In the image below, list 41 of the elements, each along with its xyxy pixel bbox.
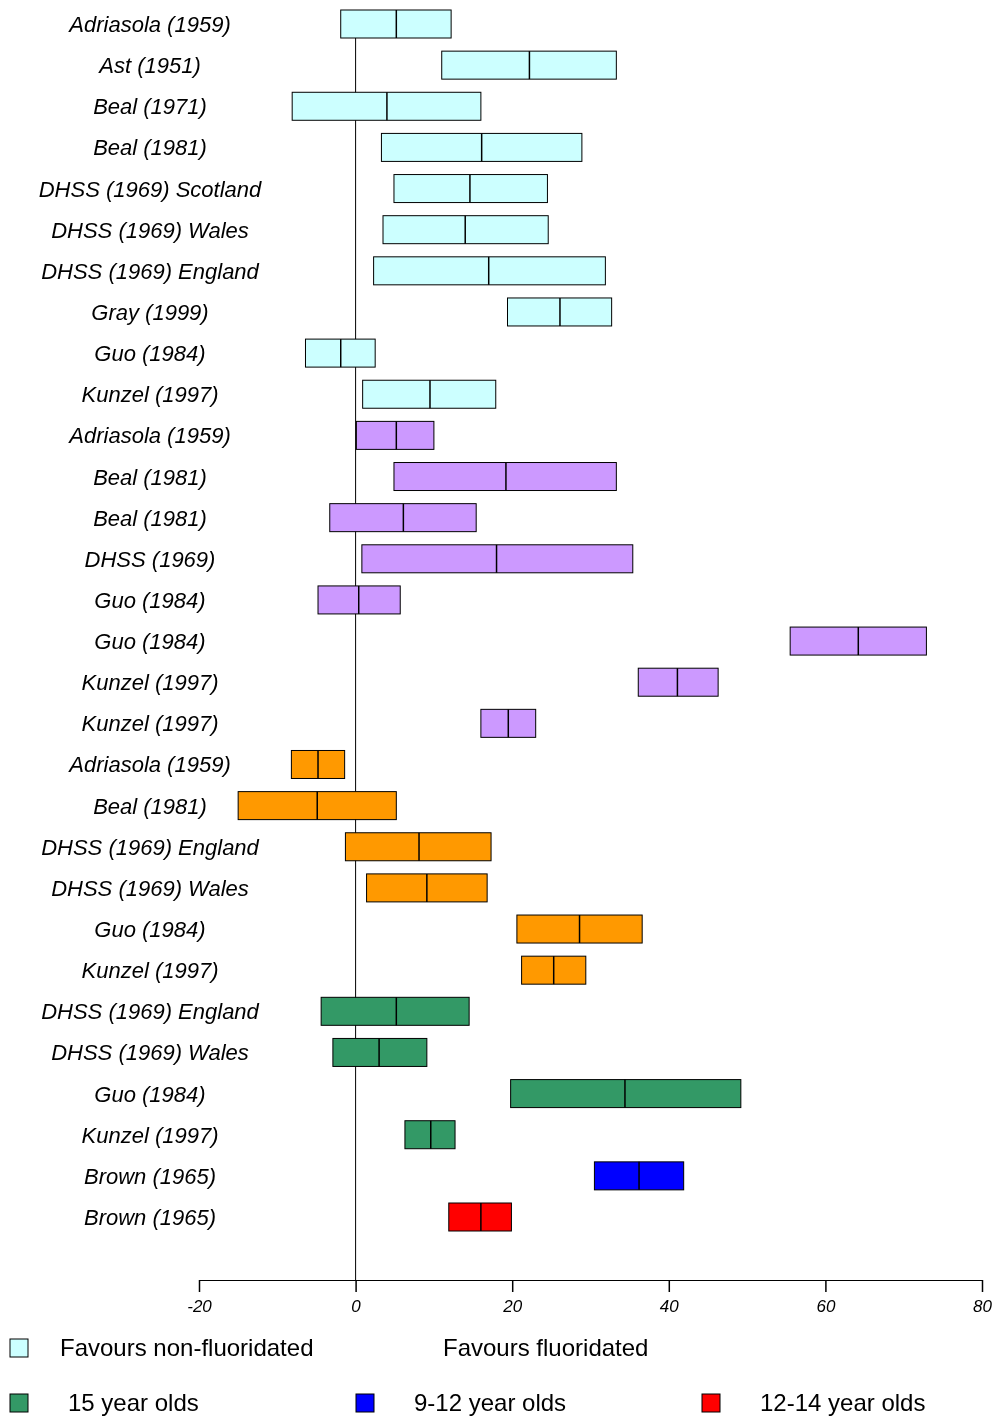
x-tick-label: -20 [187, 1297, 213, 1317]
y-tick-label: Kunzel (1997) [81, 958, 219, 984]
y-tick-label: DHSS (1969) Scotland [38, 176, 263, 202]
y-tick-label: Kunzel (1997) [81, 1122, 219, 1148]
text: Favours fluoridated [443, 1334, 649, 1361]
y-tick-label: Beal (1981) [93, 793, 207, 819]
legend-label: 12-14 year olds [760, 1389, 926, 1416]
y-tick-label: Gray (1999) [91, 299, 209, 325]
y-tick-label: Guo (1984) [94, 587, 206, 613]
x-tick-label: 40 [659, 1297, 680, 1317]
y-tick-label: Guo (1984) [94, 917, 206, 943]
y-tick-label: Beal (1971) [93, 94, 207, 120]
y-tick-label: Adriasola (1959) [67, 752, 231, 778]
legend-label: Favours non-fluoridated [60, 1334, 314, 1361]
x-tick-label: 0 [351, 1297, 362, 1317]
y-tick-label: DHSS (1969) Wales [51, 1040, 249, 1066]
y-tick-label: Guo (1984) [94, 341, 206, 367]
y-tick-label: DHSS (1969) England [41, 834, 260, 860]
y-tick-label: DHSS (1969) Wales [51, 217, 249, 243]
y-tick-label: Kunzel (1997) [81, 670, 219, 696]
y-tick-label: Guo (1984) [94, 629, 206, 655]
legend-label: 9-12 year olds [414, 1389, 567, 1416]
legend-label: 15 year olds [68, 1389, 199, 1416]
x-tick-label: 60 [816, 1297, 836, 1317]
y-tick-label: Brown (1965) [83, 1163, 217, 1189]
y-tick-label: DHSS (1969) England [41, 999, 260, 1025]
y-tick-label: Brown (1965) [83, 1205, 217, 1230]
y-tick-label: Kunzel (1997) [81, 711, 219, 737]
y-tick-label: DHSS (1969) England [41, 258, 260, 284]
y-tick-label: DHSS (1969) [84, 546, 216, 572]
y-tick-label: Kunzel (1997) [81, 382, 219, 408]
x-tick-label: 80 [973, 1297, 993, 1317]
y-tick-label: Beal (1981) [93, 505, 207, 531]
y-tick-label: Guo (1984) [94, 1081, 206, 1107]
y-tick-label: Adriasola (1959) [67, 423, 231, 449]
y-tick-label: Adriasola (1959) [67, 12, 231, 37]
x-tick-label: 20 [502, 1297, 523, 1317]
y-tick-label: Beal (1981) [93, 135, 207, 161]
y-tick-label: Ast (1951) [97, 53, 201, 79]
y-tick-label: Beal (1981) [93, 464, 207, 490]
y-tick-label: DHSS (1969) Wales [51, 875, 249, 901]
